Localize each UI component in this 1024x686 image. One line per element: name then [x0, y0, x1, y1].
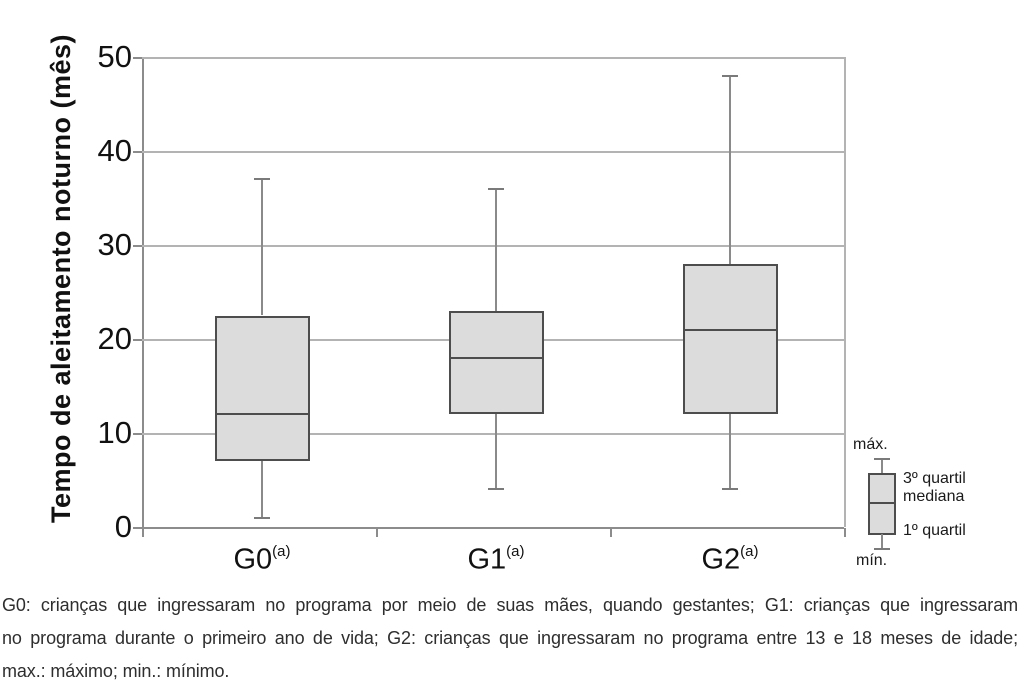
y-tick-label-30: 30 — [97, 227, 132, 262]
y-axis-tick-0 — [133, 527, 142, 529]
legend-median-label: mediana — [903, 488, 965, 505]
boxplot-figure: Tempo de aleitamento noturno (mês) máx. … — [46, 33, 1024, 590]
median-G1 — [450, 356, 542, 359]
max-cap-G0 — [254, 178, 270, 181]
legend-upper-whisker — [881, 460, 883, 474]
x-category-label-G0: G0(a) — [233, 543, 291, 576]
legend-q1-label: 1º quartil — [903, 522, 966, 539]
x-axis-tick-2 — [610, 528, 612, 537]
box-G1 — [448, 310, 544, 415]
gridline-y0 — [142, 527, 844, 529]
y-axis-tick-20 — [133, 339, 142, 341]
median-G0 — [216, 413, 308, 416]
max-cap-G1 — [488, 187, 504, 190]
legend-q3-label: 3º quartil — [903, 470, 966, 487]
box-G0 — [214, 315, 310, 462]
x-category-label-G2: G2(a) — [701, 543, 759, 576]
min-cap-G1 — [488, 488, 504, 491]
y-tick-label-50: 50 — [97, 39, 132, 74]
median-G2 — [684, 328, 776, 331]
gridline-y40 — [142, 151, 844, 153]
y-axis-tick-10 — [133, 433, 142, 435]
lower-whisker-G2 — [729, 414, 731, 490]
y-tick-label-0: 0 — [114, 509, 132, 544]
min-cap-G0 — [254, 516, 270, 519]
upper-whisker-G2 — [729, 75, 731, 264]
legend: máx. 3º quartil mediana 1º quartil mín. — [845, 430, 1024, 590]
min-cap-G2 — [722, 488, 738, 491]
upper-whisker-G0 — [261, 179, 263, 316]
lower-whisker-G0 — [261, 461, 263, 518]
lower-whisker-G1 — [495, 414, 497, 490]
y-axis-tick-30 — [133, 245, 142, 247]
gridline-y10 — [142, 433, 844, 435]
y-axis-tick-50 — [133, 57, 142, 59]
y-axis-line — [142, 57, 144, 529]
legend-box-glyph — [868, 473, 896, 535]
caption-line-2: no programa durante o primeiro ano de vi… — [2, 628, 1018, 648]
y-tick-label-20: 20 — [97, 321, 132, 356]
legend-min-whisker-cap — [874, 548, 890, 550]
legend-median-line — [870, 502, 894, 504]
y-tick-label-40: 40 — [97, 133, 132, 168]
legend-max-whisker-cap — [874, 458, 890, 460]
legend-max-label: máx. — [853, 436, 888, 453]
x-axis-tick-3 — [844, 528, 846, 537]
box-G2 — [682, 263, 778, 415]
legend-lower-whisker — [881, 534, 883, 548]
caption-line-3: max.: máximo; min.: mínimo. — [2, 661, 230, 681]
y-tick-label-10: 10 — [97, 415, 132, 450]
x-axis-tick-0 — [142, 528, 144, 537]
gridline-y50 — [142, 57, 844, 59]
gridline-y30 — [142, 245, 844, 247]
y-axis-tick-40 — [133, 151, 142, 153]
caption-line-1: G0: crianças que ingressaram no programa… — [2, 595, 1018, 615]
x-axis-tick-1 — [376, 528, 378, 537]
figure-caption: G0: crianças que ingressaram no programa… — [2, 589, 1018, 686]
upper-whisker-G1 — [495, 188, 497, 311]
x-category-label-G1: G1(a) — [467, 543, 525, 576]
max-cap-G2 — [722, 74, 738, 77]
y-axis-title: Tempo de aleitamento noturno (mês) — [46, 33, 76, 523]
legend-min-label: mín. — [856, 552, 888, 569]
